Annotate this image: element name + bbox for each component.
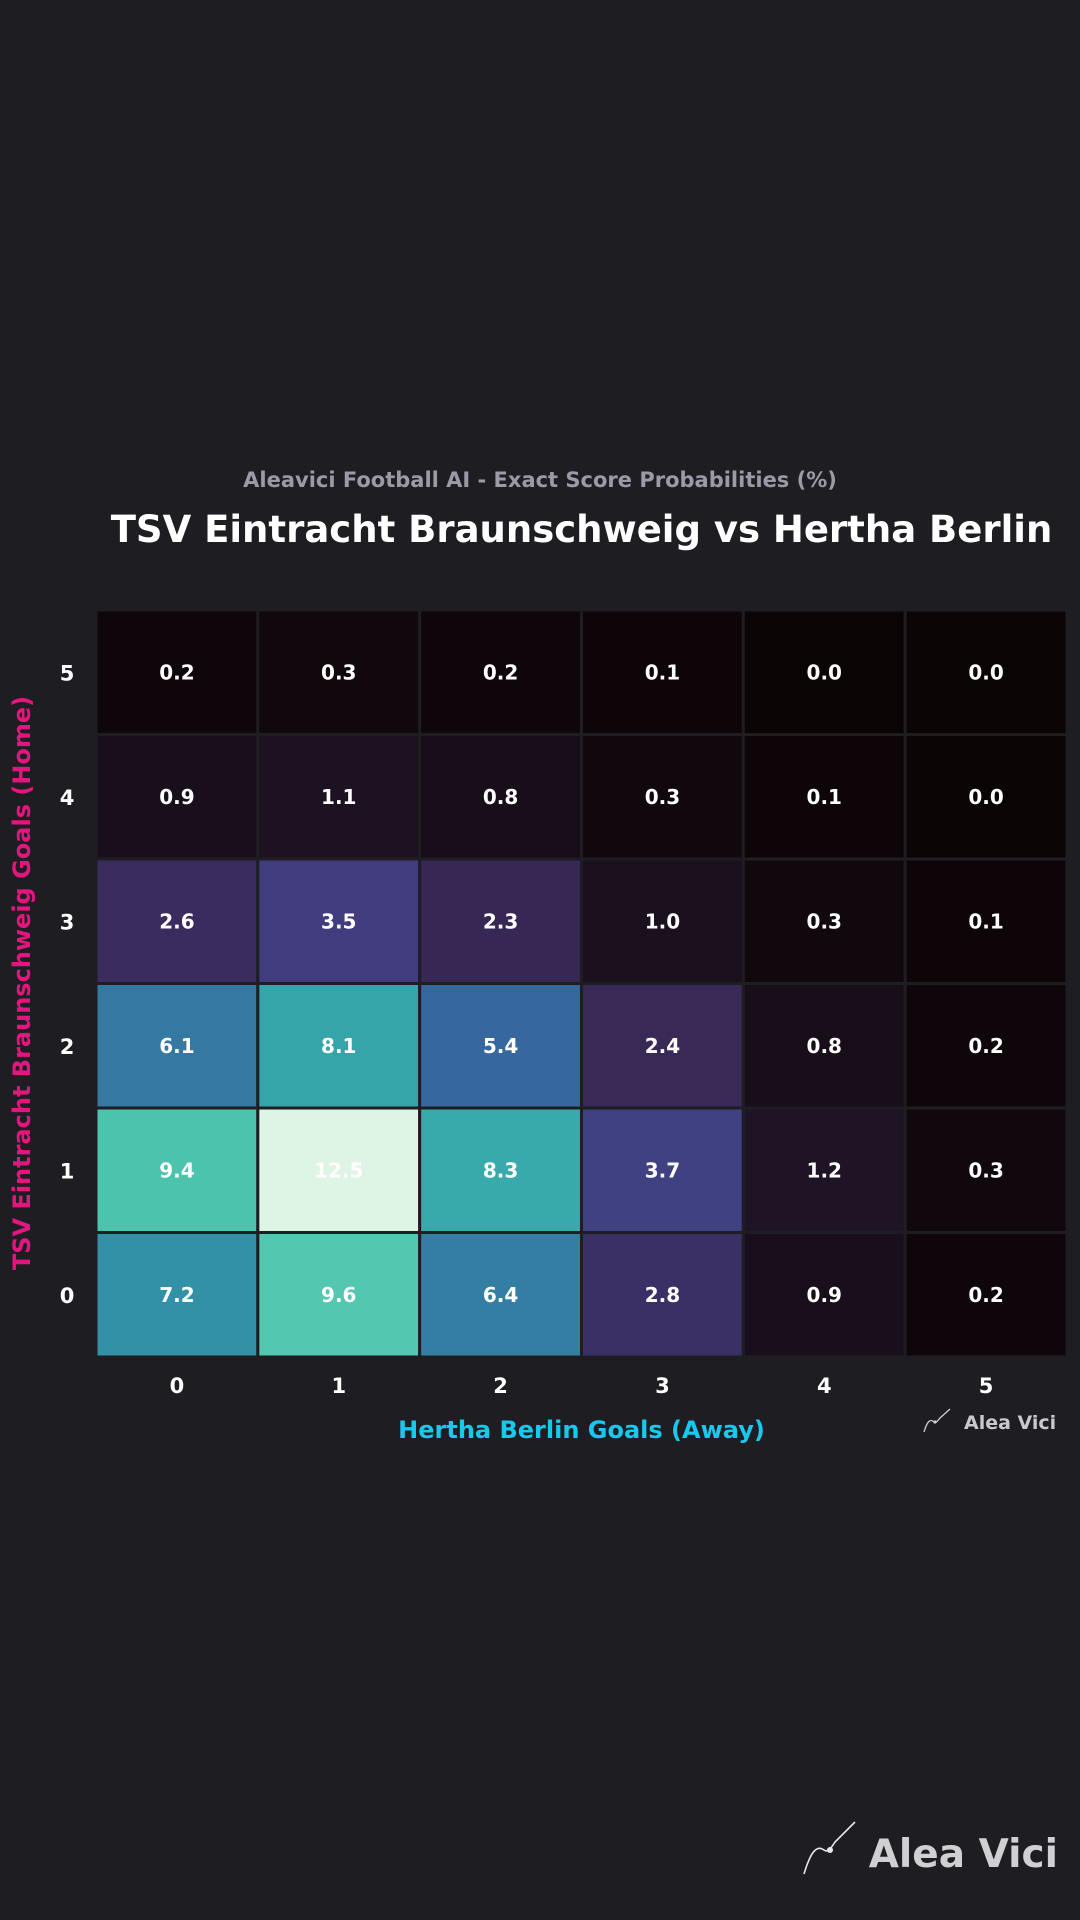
cell-value-label: 0.0 [968, 785, 1003, 809]
heatmap-cell [741, 1106, 907, 1234]
heatmap-cell [580, 733, 745, 861]
cell-value-label: 0.2 [159, 660, 194, 684]
y-axis-label: TSV Eintracht Braunschweig Goals (Home) [8, 695, 36, 1271]
x-tick-label: 5 [979, 1374, 994, 1398]
heatmap-cell [94, 982, 260, 1110]
y-tick-label: 4 [60, 786, 75, 810]
heatmap-cell [741, 608, 907, 736]
y-tick-label: 2 [60, 1035, 75, 1059]
heatmap-cell [903, 1231, 1069, 1359]
y-tick-label: 0 [60, 1284, 75, 1308]
chart-subtitle: Aleavici Football AI - Exact Score Proba… [243, 468, 837, 492]
heatmap-cell [256, 1106, 422, 1234]
cell-value-label: 0.1 [645, 660, 680, 684]
x-tick-label: 4 [817, 1374, 832, 1398]
y-tick-label: 1 [60, 1159, 75, 1183]
cell-value-label: 0.9 [159, 785, 194, 809]
y-tick-label: 5 [60, 661, 75, 685]
heatmap-cell [94, 608, 260, 736]
cell-value-label: 7.2 [159, 1283, 194, 1307]
heatmap-cell [256, 733, 422, 861]
cell-value-label: 6.1 [159, 1034, 194, 1058]
cell-value-label: 8.3 [483, 1158, 518, 1182]
cell-value-label: 0.8 [807, 1034, 842, 1058]
chart-title: TSV Eintracht Braunschweig vs Hertha Ber… [110, 508, 1053, 551]
signature-swoosh-icon [923, 1408, 951, 1433]
y-tick-label: 3 [60, 910, 75, 934]
heatmap-cell [580, 1106, 745, 1234]
cell-value-label: 1.2 [807, 1158, 842, 1182]
cell-value-label: 1.0 [645, 909, 680, 933]
cell-value-label: 0.0 [807, 660, 842, 684]
cell-value-label: 8.1 [321, 1034, 356, 1058]
cell-value-label: 0.3 [321, 660, 356, 684]
x-tick-label: 3 [655, 1374, 670, 1398]
heatmap-cell [741, 1231, 907, 1359]
heatmap-cell [903, 733, 1069, 861]
heatmap-cell [741, 982, 907, 1110]
cell-value-label: 0.1 [968, 909, 1003, 933]
cell-value-label: 0.2 [968, 1034, 1003, 1058]
heatmap-cell [741, 857, 907, 985]
cell-value-label: 3.5 [321, 909, 356, 933]
heatmap-cell [94, 1106, 260, 1234]
heatmap-cell [256, 608, 422, 736]
cell-value-label: 9.6 [321, 1283, 356, 1307]
x-tick-label: 2 [493, 1374, 508, 1398]
cell-value-label: 12.5 [314, 1158, 363, 1182]
brand-label-large: Alea Vici [868, 1832, 1058, 1877]
cell-value-label: 0.3 [968, 1158, 1003, 1182]
cell-value-label: 9.4 [159, 1158, 194, 1182]
cell-value-label: 0.3 [807, 909, 842, 933]
cell-value-label: 0.0 [968, 660, 1003, 684]
cell-value-label: 0.2 [968, 1283, 1003, 1307]
cell-value-label: 0.2 [483, 660, 518, 684]
cell-value-label: 2.3 [483, 909, 518, 933]
heatmap-cell [903, 608, 1069, 736]
cell-value-label: 2.4 [645, 1034, 680, 1058]
cell-value-label: 0.3 [645, 785, 680, 809]
cell-value-label: 6.4 [483, 1283, 518, 1307]
signature-swoosh-icon [803, 1821, 856, 1875]
heatmap-cell [94, 1231, 260, 1359]
heatmap-cell [256, 982, 422, 1110]
x-tick-label: 1 [331, 1374, 346, 1398]
cell-value-label: 0.1 [807, 785, 842, 809]
heatmap-cell [418, 608, 583, 736]
cell-value-label: 3.7 [645, 1158, 680, 1182]
heatmap-cell [418, 857, 583, 985]
brand-label-small: Alea Vici [964, 1412, 1057, 1434]
cell-value-label: 2.8 [645, 1283, 680, 1307]
x-axis-label: Hertha Berlin Goals (Away) [398, 1416, 765, 1444]
cell-value-label: 2.6 [159, 909, 194, 933]
cell-value-label: 1.1 [321, 785, 356, 809]
cell-value-label: 5.4 [483, 1034, 518, 1058]
heatmap-cell [741, 733, 907, 861]
x-tick-label: 0 [170, 1374, 185, 1398]
cell-value-label: 0.8 [483, 785, 518, 809]
cell-value-label: 0.9 [807, 1283, 842, 1307]
